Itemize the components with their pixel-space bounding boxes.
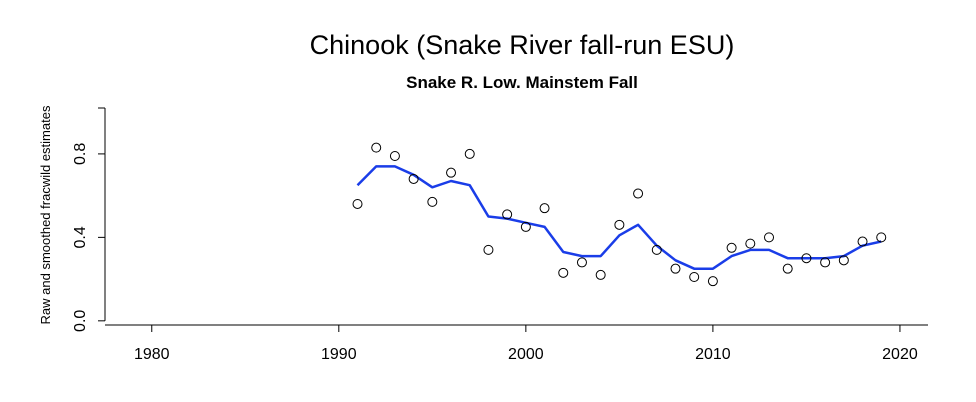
data-point	[876, 232, 887, 243]
data-point	[614, 219, 625, 230]
x-tick-label: 2000	[508, 346, 544, 363]
data-point	[539, 203, 550, 214]
data-point	[389, 150, 400, 161]
data-point	[801, 253, 812, 264]
data-point	[689, 272, 700, 283]
smoothed-line	[356, 165, 882, 270]
data-point	[371, 142, 382, 153]
data-point	[446, 167, 457, 178]
data-point	[707, 276, 718, 287]
data-point	[595, 269, 606, 280]
data-point	[838, 255, 849, 266]
data-point	[633, 188, 644, 199]
data-point	[502, 209, 513, 220]
y-tick-label: 0.0	[72, 310, 89, 332]
y-tick-label: 0.4	[72, 226, 89, 248]
data-point	[427, 196, 438, 207]
data-point	[483, 244, 494, 255]
data-point	[820, 257, 831, 268]
data-point	[764, 232, 775, 243]
data-point	[352, 198, 363, 209]
data-point	[670, 263, 681, 274]
data-point	[576, 257, 587, 268]
data-point	[408, 173, 419, 184]
data-point	[782, 263, 793, 274]
data-point	[726, 242, 737, 253]
chart-title: Chinook (Snake River fall-run ESU)	[310, 30, 735, 60]
y-axis-label: Raw and smoothed fracwild estimates	[38, 105, 53, 324]
data-point	[745, 238, 756, 249]
data-point	[857, 236, 868, 247]
data-point	[464, 148, 475, 159]
x-tick-label: 1990	[321, 346, 357, 363]
data-point	[558, 267, 569, 278]
data-point	[651, 244, 662, 255]
y-tick-label: 0.8	[72, 143, 89, 165]
chart-subtitle: Snake R. Low. Mainstem Fall	[406, 73, 638, 92]
x-tick-label: 1980	[134, 346, 170, 363]
axes: 0.0 0.4 0.8 1980 1990 2000 2010 2020	[72, 107, 928, 363]
x-tick-label: 2010	[695, 346, 731, 363]
chart-marks	[352, 142, 887, 287]
x-tick-label: 2020	[882, 346, 918, 363]
data-point	[520, 221, 531, 232]
